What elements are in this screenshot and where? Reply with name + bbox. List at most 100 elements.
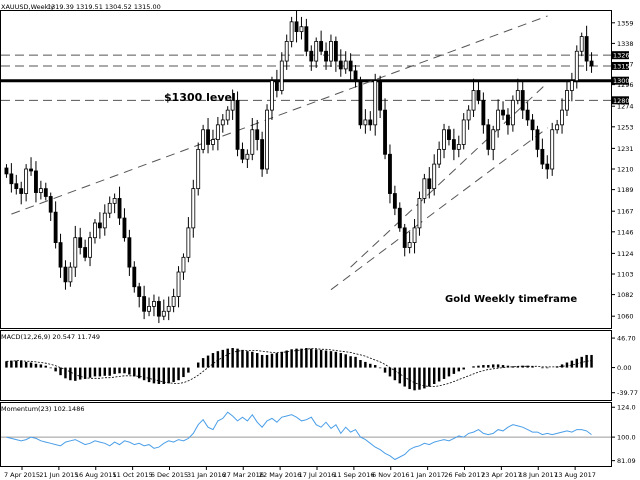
price-tick-label: 1124 xyxy=(617,250,634,258)
candle-body xyxy=(83,247,88,258)
price-marker-bg xyxy=(611,76,629,85)
price-tick-label: 1210 xyxy=(617,166,634,174)
candle-body xyxy=(112,198,117,204)
candle-body xyxy=(309,50,314,62)
candle-body xyxy=(122,217,127,239)
candle-body xyxy=(265,109,269,170)
candle-body xyxy=(368,119,373,126)
candle-body xyxy=(255,129,260,140)
candle-body xyxy=(353,70,358,82)
candle-body xyxy=(358,80,363,126)
momentum-tick-label: 81.09 xyxy=(617,457,636,465)
symbol-label: XAUUSD,Weekly xyxy=(1,3,54,11)
candle-body xyxy=(363,119,368,126)
candle-body xyxy=(191,188,196,229)
price-tick-label: 1253 xyxy=(617,123,634,131)
candle-body xyxy=(515,90,520,101)
time-tick-label: 31 Jan 2016 xyxy=(187,471,226,479)
macd-tick-label: 0.00 xyxy=(617,364,631,372)
candle-body xyxy=(589,60,594,67)
price-marker-label: 1280 xyxy=(613,97,630,105)
macd-panel: 46.70 0.00 -39.77 MACD(12,26,9) 20.547 11.… xyxy=(0,330,638,401)
momentum-panel: 124.0 100.0 81.09 Momentum(23) 102.1486 xyxy=(0,402,636,467)
momentum-line xyxy=(6,411,592,461)
candle-body xyxy=(215,124,220,140)
candle-body xyxy=(97,222,102,229)
candle-body xyxy=(102,212,107,229)
price-tick-label: 1103 xyxy=(617,270,634,278)
macd-histogram xyxy=(5,348,593,391)
candle-body xyxy=(235,99,240,150)
candle-body xyxy=(378,80,383,111)
candle-body xyxy=(176,271,181,297)
candle-body xyxy=(147,305,151,312)
candle-body xyxy=(461,119,466,145)
candle-body xyxy=(299,26,304,33)
candle-body xyxy=(560,109,564,126)
price-tick-label: 1060 xyxy=(617,313,634,321)
candle-body xyxy=(417,198,422,229)
candle-body xyxy=(407,242,412,248)
candle-body xyxy=(270,80,274,111)
candle-body xyxy=(117,198,122,219)
candle-body xyxy=(63,266,68,283)
momentum-title: Momentum(23) 102.1486 xyxy=(1,405,84,413)
price-marker-bg xyxy=(611,96,629,105)
candle-body xyxy=(442,129,446,150)
channel-line xyxy=(330,127,548,291)
candle-body xyxy=(476,90,481,101)
time-tick-label: 6 Dec 2015 xyxy=(151,471,188,479)
candle-body xyxy=(329,41,333,62)
candle-body xyxy=(304,26,309,52)
time-tick-label: 22 May 2016 xyxy=(259,471,301,479)
candle-body xyxy=(540,148,545,165)
momentum-tick-label: 124.0 xyxy=(617,404,636,412)
candle-body xyxy=(279,60,284,91)
time-tick-label: 11 Sep 2016 xyxy=(333,471,374,479)
candle-body xyxy=(437,148,442,165)
candle-body xyxy=(471,90,476,111)
candle-body xyxy=(565,90,569,111)
candle-body xyxy=(19,188,24,194)
candle-body xyxy=(397,207,402,229)
price-marker-label: 1326 xyxy=(613,52,630,60)
candle-body xyxy=(225,109,230,121)
candle-body xyxy=(319,41,324,52)
price-tick-label: 1274 xyxy=(617,103,634,111)
candle-body xyxy=(181,256,186,273)
time-tick-label: 13 Aug 2017 xyxy=(554,471,596,479)
level-annotation: $1300 level xyxy=(164,91,236,104)
candle-body xyxy=(314,41,319,62)
candle-body xyxy=(324,50,328,62)
macd-tick-label: 46.70 xyxy=(617,335,636,343)
candle-body xyxy=(250,129,255,155)
candle-body xyxy=(14,183,19,190)
candle-body xyxy=(137,286,142,297)
time-tick-label: 23 Apr 2017 xyxy=(481,471,521,479)
candle-body xyxy=(456,144,461,150)
time-tick-label: 16 Aug 2015 xyxy=(75,471,117,479)
candle-body xyxy=(447,129,451,140)
candle-body xyxy=(68,266,73,283)
price-markers: 1326 1315 1300 1280 xyxy=(611,51,630,105)
price-tick-label: 1231 xyxy=(617,145,634,153)
candle-body xyxy=(535,129,540,150)
candle-body xyxy=(107,202,112,214)
candle-body xyxy=(43,188,48,197)
price-tick-label: 1167 xyxy=(617,208,634,216)
candle-body xyxy=(24,168,29,194)
candle-body xyxy=(432,163,437,190)
price-tick-label: 1296 xyxy=(617,81,634,89)
candle-body xyxy=(338,60,343,70)
candle-body xyxy=(220,119,225,126)
price-tick-label: 1359 xyxy=(617,19,634,27)
price-tick-label: 1338 xyxy=(617,40,634,48)
candle-body xyxy=(171,296,176,307)
time-tick-label: 26 Feb 2017 xyxy=(444,471,484,479)
candle-body xyxy=(161,310,166,317)
candle-body xyxy=(274,80,279,91)
candle-body xyxy=(373,80,378,126)
candle-body xyxy=(166,305,171,312)
candle-body xyxy=(333,41,338,62)
